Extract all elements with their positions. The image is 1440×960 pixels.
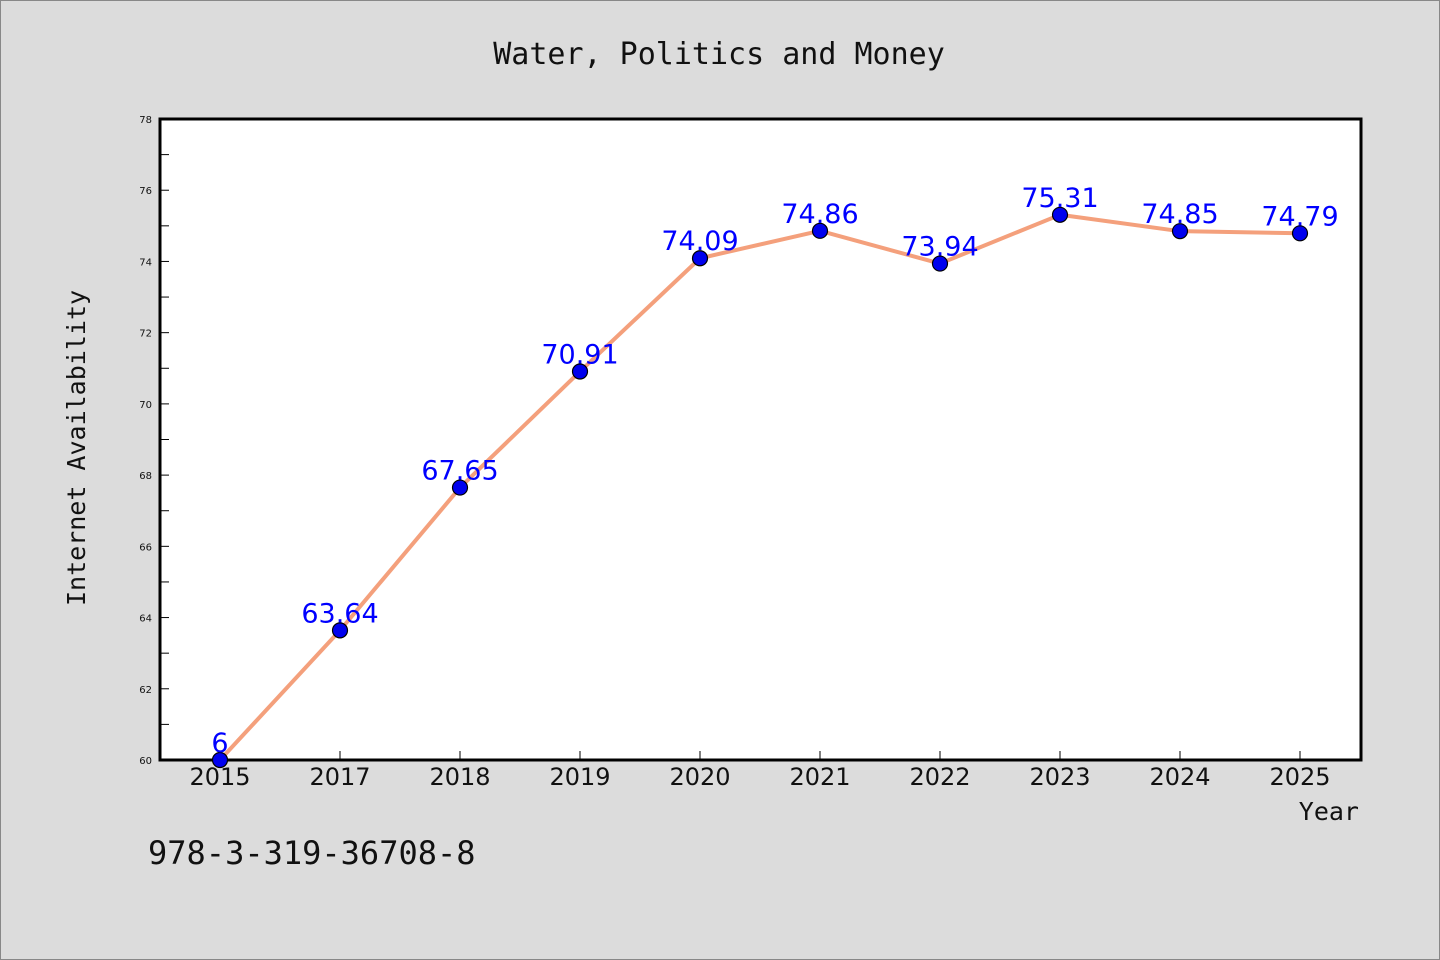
y-tick-label: 70 — [139, 400, 152, 411]
data-label: 75.31 — [1021, 183, 1098, 214]
chart-title: Water, Politics and Money — [493, 37, 945, 72]
y-tick-label: 66 — [139, 542, 152, 553]
y-axis-label: Internet Availability — [62, 290, 91, 606]
x-tick-label: 2020 — [669, 763, 730, 791]
y-tick-label: 78 — [139, 115, 152, 126]
y-tick-label: 62 — [139, 685, 152, 696]
x-tick-label: 2019 — [549, 763, 610, 791]
x-axis-label: Year — [1299, 797, 1359, 826]
x-tick-label: 2023 — [1029, 763, 1090, 791]
y-tick-label: 60 — [139, 756, 152, 767]
series-line-path — [218, 212, 1301, 762]
x-tick-label: 2022 — [909, 763, 970, 791]
series-line — [218, 212, 1301, 762]
data-point — [1171, 223, 1189, 240]
y-tick-label: 68 — [139, 471, 152, 482]
data-label: 74.86 — [781, 199, 858, 230]
series-markers — [211, 206, 1309, 769]
x-tick-label: 2021 — [789, 763, 850, 791]
data-label: 74.79 — [1261, 201, 1338, 232]
data-point — [1291, 225, 1309, 242]
x-tick-label: 2017 — [309, 763, 370, 791]
footer-isbn: 978-3-319-36708-8 — [148, 834, 476, 872]
y-tick-label: 74 — [139, 257, 152, 268]
data-point — [811, 222, 829, 239]
data-point — [571, 363, 589, 380]
data-point — [211, 751, 229, 769]
data-point — [931, 255, 949, 272]
y-axis: 60 62 64 66 68 70 72 74 76 78 — [139, 115, 169, 767]
data-label: 67.65 — [421, 456, 498, 487]
data-point — [331, 622, 349, 639]
data-label: 70.91 — [541, 339, 618, 370]
data-label: 74.85 — [1141, 199, 1218, 230]
y-tick-label: 64 — [139, 614, 152, 625]
x-tick-label: 2025 — [1269, 763, 1330, 791]
x-tick-label: 2018 — [429, 763, 490, 791]
x-tick-label: 2024 — [1149, 763, 1210, 791]
data-label: 74.09 — [661, 226, 738, 257]
data-label: 6 — [211, 728, 228, 759]
y-tick-label: 76 — [139, 186, 152, 197]
data-point — [451, 479, 469, 496]
data-point — [1051, 206, 1069, 223]
data-label: 73.94 — [901, 232, 978, 263]
y-tick-label: 72 — [139, 329, 152, 340]
plot-area — [158, 117, 1363, 762]
data-labels: 6 63.64 67.65 70.91 74.09 74.86 73.94 75.31 74.8… — [211, 183, 1338, 759]
data-label: 63.64 — [301, 598, 378, 629]
data-point — [691, 250, 709, 267]
